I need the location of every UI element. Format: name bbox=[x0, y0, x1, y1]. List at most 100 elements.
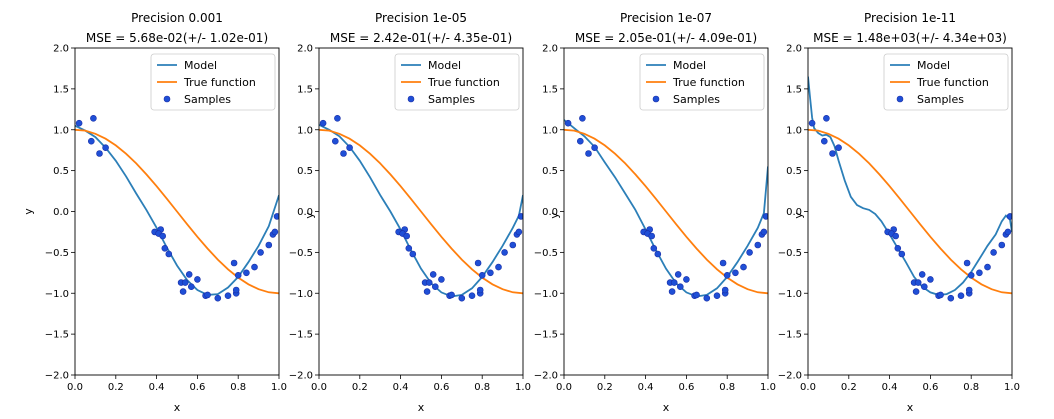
sample-point bbox=[179, 288, 187, 295]
sample-point bbox=[188, 283, 195, 291]
sample-point bbox=[990, 249, 997, 256]
sample-point bbox=[185, 271, 193, 278]
sample-point bbox=[181, 279, 189, 286]
sample-point bbox=[967, 271, 975, 279]
x-tick-label: 0.4 bbox=[638, 382, 654, 393]
sample-point bbox=[90, 115, 97, 122]
sample-point bbox=[515, 228, 523, 236]
sample-point bbox=[161, 245, 169, 252]
y-tick-label: −1.5 bbox=[289, 330, 313, 341]
y-tick-label: −0.5 bbox=[778, 248, 802, 259]
sample-point bbox=[271, 228, 279, 236]
sample-point bbox=[976, 269, 983, 277]
sample-point bbox=[346, 144, 353, 151]
x-tick-label: 1.0 bbox=[1004, 382, 1020, 393]
sample-point bbox=[224, 292, 232, 300]
y-tick-label: 0.0 bbox=[53, 207, 69, 218]
sample-point bbox=[719, 259, 727, 267]
sample-point bbox=[918, 271, 926, 278]
x-axis-label: x bbox=[418, 401, 425, 414]
sample-point bbox=[165, 250, 173, 258]
x-axis-label: x bbox=[907, 401, 914, 414]
sample-point bbox=[243, 269, 250, 277]
legend-model-label: Model bbox=[428, 59, 461, 72]
chart-panel-1: Precision 0.001 MSE = 5.68e-02(+/- 1.02e-… bbox=[22, 11, 287, 414]
sample-point bbox=[721, 286, 729, 294]
legend: Model True function Samples bbox=[394, 53, 520, 111]
y-tick-label: 1.5 bbox=[786, 84, 802, 95]
y-tick-label: 0.5 bbox=[53, 166, 69, 177]
sample-point bbox=[487, 269, 494, 277]
x-tick-label: 0.8 bbox=[474, 382, 490, 393]
legend-true-function-label: True function bbox=[183, 76, 256, 89]
x-tick-label: 0.0 bbox=[556, 382, 572, 393]
y-tick-label: 2.0 bbox=[53, 44, 69, 55]
x-tick-label: 1.0 bbox=[760, 382, 776, 393]
sample-point bbox=[102, 144, 109, 151]
sample-point bbox=[820, 137, 828, 145]
sample-point bbox=[273, 213, 279, 220]
plot-area bbox=[319, 115, 523, 302]
sample-point bbox=[947, 294, 955, 302]
sample-point bbox=[808, 119, 816, 127]
y-tick-label: −2.0 bbox=[289, 371, 313, 382]
sample-point bbox=[579, 115, 586, 122]
x-tick-label: 0.8 bbox=[719, 382, 735, 393]
sample-point bbox=[204, 291, 211, 299]
x-axis-label: x bbox=[663, 401, 670, 414]
sample-point bbox=[920, 283, 928, 291]
x-tick-label: 0.2 bbox=[597, 382, 613, 393]
sample-point bbox=[576, 137, 584, 145]
legend-samples-label: Samples bbox=[917, 93, 964, 106]
legend-samples-swatch bbox=[407, 95, 415, 103]
sample-point bbox=[676, 283, 684, 291]
sample-point bbox=[957, 292, 965, 300]
y-tick-label: 2.0 bbox=[542, 44, 558, 55]
y-tick-label: 1.5 bbox=[53, 84, 69, 95]
x-tick-label: 0.4 bbox=[393, 382, 409, 393]
sample-point bbox=[746, 249, 753, 256]
sample-point bbox=[723, 271, 731, 279]
x-tick-label: 0.6 bbox=[922, 382, 938, 393]
chart-panel-3: Precision 1e-07 MSE = 2.05e-01(+/- 4.09e-… bbox=[534, 11, 776, 414]
true-function-line bbox=[75, 128, 279, 295]
sample-point bbox=[703, 294, 711, 302]
legend-model-label: Model bbox=[917, 59, 950, 72]
sample-point bbox=[96, 150, 103, 157]
legend-model-label: Model bbox=[673, 59, 706, 72]
sample-point bbox=[423, 288, 431, 295]
chart-title: Precision 1e-05 bbox=[375, 11, 467, 25]
x-tick-label: 1.0 bbox=[271, 382, 287, 393]
legend-samples-label: Samples bbox=[184, 93, 231, 106]
y-tick-label: −1.0 bbox=[289, 289, 313, 300]
x-tick-label: 0.6 bbox=[678, 382, 694, 393]
sample-point bbox=[438, 276, 445, 283]
y-tick-label: 2.0 bbox=[786, 44, 802, 55]
sample-point bbox=[334, 115, 341, 122]
sample-point bbox=[340, 150, 347, 157]
sample-point bbox=[760, 228, 768, 236]
sample-point bbox=[517, 213, 523, 220]
sample-point bbox=[429, 271, 437, 278]
sample-point bbox=[88, 137, 95, 145]
sample-point bbox=[1006, 213, 1012, 220]
sample-point bbox=[509, 241, 517, 249]
y-tick-label: −1.0 bbox=[45, 289, 69, 300]
y-tick-label: −2.0 bbox=[778, 371, 802, 382]
sample-point bbox=[732, 269, 739, 277]
sample-point bbox=[898, 250, 906, 258]
x-tick-label: 0.2 bbox=[352, 382, 368, 393]
y-tick-label: 0.0 bbox=[542, 207, 558, 218]
chart-subtitle: MSE = 5.68e-02(+/- 1.02e-01) bbox=[86, 31, 268, 45]
y-tick-label: −0.5 bbox=[45, 248, 69, 259]
sample-point bbox=[564, 119, 572, 127]
sample-point bbox=[265, 241, 273, 249]
y-tick-label: −1.0 bbox=[534, 289, 558, 300]
legend-true-function-label: True function bbox=[427, 76, 500, 89]
sample-point bbox=[674, 271, 682, 278]
legend-model-label: Model bbox=[184, 59, 217, 72]
legend-samples-swatch bbox=[652, 95, 660, 103]
model-line bbox=[564, 119, 768, 298]
sample-point bbox=[894, 245, 902, 252]
y-axis-label: y bbox=[303, 212, 316, 219]
